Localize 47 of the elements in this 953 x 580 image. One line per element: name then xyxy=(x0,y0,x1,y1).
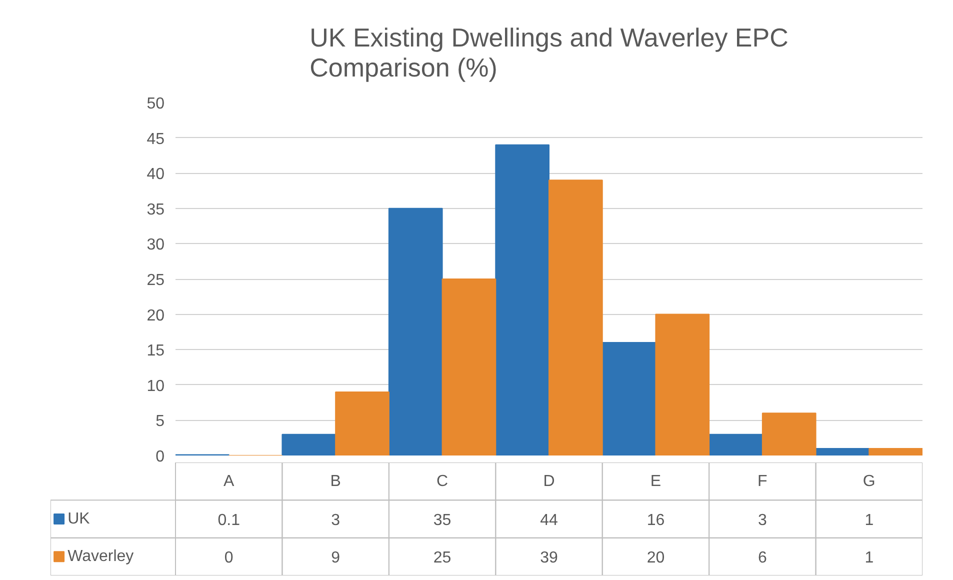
y-tick-label: 30 xyxy=(146,236,165,254)
bar xyxy=(868,448,922,456)
data-label: 0.1 xyxy=(218,512,240,529)
data-label: 3 xyxy=(758,512,767,529)
bar xyxy=(548,180,603,456)
y-tick-label: 45 xyxy=(146,130,165,148)
legend-label: UK xyxy=(68,510,90,528)
x-tick-label: D xyxy=(543,472,555,490)
y-tick-label: 35 xyxy=(146,201,165,218)
legend-label: Waverley xyxy=(68,548,134,566)
data-label: 3 xyxy=(331,512,340,529)
bar xyxy=(282,434,336,456)
x-tick-label: B xyxy=(330,472,341,490)
data-label: 1 xyxy=(864,512,874,529)
bar xyxy=(495,144,550,456)
x-tick-label: A xyxy=(224,472,235,490)
bar xyxy=(602,342,656,456)
y-tick-label: 5 xyxy=(156,413,165,430)
data-label: 20 xyxy=(646,550,665,567)
x-tick-label: E xyxy=(650,472,662,490)
x-tick-label: G xyxy=(862,472,876,490)
data-label: 1 xyxy=(864,550,874,567)
y-tick-label: 15 xyxy=(146,342,165,360)
x-tick-label: F xyxy=(758,472,768,490)
chart-title: UK Existing Dwellings and Waverley EPC Comparison (%) xyxy=(310,22,788,82)
data-label: 9 xyxy=(331,550,340,567)
x-tick-label: C xyxy=(436,472,448,490)
bar xyxy=(762,412,816,456)
y-tick-label: 10 xyxy=(146,378,165,395)
data-label: 6 xyxy=(758,550,767,567)
y-tick-label: 25 xyxy=(146,272,165,289)
data-label: 39 xyxy=(540,550,558,567)
y-tick-label: 20 xyxy=(146,307,165,324)
data-label: 25 xyxy=(433,550,452,567)
y-tick-label: 50 xyxy=(146,96,165,112)
bar xyxy=(708,434,763,456)
bar xyxy=(388,208,443,456)
data-label: 16 xyxy=(646,512,665,529)
bar xyxy=(655,314,710,456)
data-label: 0 xyxy=(224,550,234,567)
data-label: 44 xyxy=(540,512,558,529)
bar xyxy=(442,278,496,456)
y-tick-label: 40 xyxy=(146,166,165,184)
data-label: 35 xyxy=(433,512,452,529)
bar xyxy=(335,391,390,456)
bar xyxy=(815,448,870,456)
y-tick-label: 0 xyxy=(156,448,165,466)
